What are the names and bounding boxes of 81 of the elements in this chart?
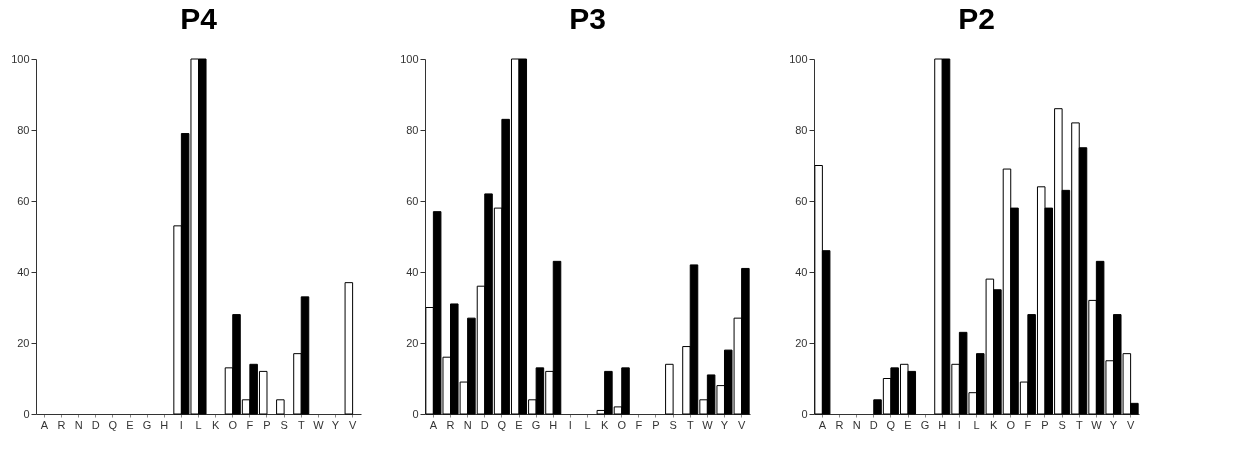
chart-title: P2	[958, 2, 995, 35]
y-tick-label: 80	[795, 123, 808, 136]
y-tick-label: 20	[795, 336, 808, 349]
x-tick-label: I	[957, 418, 961, 431]
x-tick-label: H	[938, 418, 947, 431]
bar	[276, 399, 285, 415]
x-tick-label: D	[91, 418, 100, 431]
x-tick-label: T	[686, 418, 694, 431]
x-tick-label: A	[40, 418, 49, 431]
y-tick-label: 80	[17, 123, 30, 136]
x-tick-label: Y	[331, 418, 340, 431]
x-tick-label: E	[904, 418, 912, 431]
x-tick-label: Q	[497, 418, 507, 431]
x-tick-label: V	[737, 418, 746, 431]
x-tick-label: D	[480, 418, 489, 431]
y-tick-label: 100	[789, 52, 808, 65]
x-tick-label: D	[869, 418, 878, 431]
bar	[344, 282, 354, 415]
x-tick-label: W	[702, 418, 714, 431]
y-tick-label: 100	[11, 52, 30, 65]
x-tick-label: F	[246, 418, 254, 431]
x-tick-label: S	[280, 418, 288, 431]
x-tick-label: O	[617, 418, 627, 431]
x-tick-label: N	[463, 418, 472, 431]
x-tick-label: S	[1058, 418, 1066, 431]
x-tick-label: H	[160, 418, 169, 431]
chart-title: P4	[180, 2, 218, 35]
y-tick-label: 20	[17, 336, 30, 349]
x-tick-label: T	[297, 418, 305, 431]
x-tick-label: P	[263, 418, 271, 431]
x-tick-label: G	[142, 418, 152, 431]
y-tick-label: 0	[801, 407, 808, 420]
x-tick-label: Q	[886, 418, 896, 431]
x-tick-label: F	[1024, 418, 1032, 431]
x-tick-label: P	[652, 418, 660, 431]
x-tick-label: I	[568, 418, 572, 431]
x-tick-label: F	[635, 418, 643, 431]
y-tick-label: 60	[795, 194, 808, 207]
x-tick-label: G	[531, 418, 541, 431]
x-tick-label: E	[515, 418, 523, 431]
x-tick-label: Y	[720, 418, 729, 431]
y-tick-label: 40	[17, 265, 30, 278]
bar	[665, 363, 674, 415]
x-tick-label: W	[313, 418, 325, 431]
x-tick-label: L	[973, 418, 980, 431]
x-tick-label: K	[600, 418, 609, 431]
y-tick-label: 60	[17, 194, 30, 207]
x-tick-label: A	[429, 418, 438, 431]
x-tick-label: A	[818, 418, 827, 431]
x-tick-label: Q	[108, 418, 118, 431]
x-tick-label: K	[989, 418, 998, 431]
x-tick-label: G	[920, 418, 930, 431]
x-tick-label: R	[446, 418, 455, 431]
x-tick-label: O	[1006, 418, 1016, 431]
x-tick-label: E	[126, 418, 134, 431]
x-tick-label: W	[1091, 418, 1103, 431]
x-tick-label: I	[179, 418, 183, 431]
chart-title: P3	[569, 2, 606, 35]
y-tick-label: 0	[23, 407, 30, 420]
x-tick-label: N	[852, 418, 861, 431]
x-tick-label: O	[228, 418, 238, 431]
y-tick-label: 40	[795, 265, 808, 278]
x-tick-label: N	[74, 418, 83, 431]
x-tick-label: L	[584, 418, 591, 431]
x-tick-label: P	[1041, 418, 1049, 431]
y-tick-label: 20	[406, 336, 419, 349]
x-tick-label: L	[195, 418, 202, 431]
x-tick-label: H	[549, 418, 558, 431]
x-tick-label: V	[1126, 418, 1135, 431]
y-tick-label: 60	[406, 194, 419, 207]
x-tick-label: R	[835, 418, 844, 431]
y-tick-label: 80	[406, 123, 419, 136]
x-tick-label: R	[57, 418, 66, 431]
x-tick-label: V	[348, 418, 357, 431]
x-tick-label: Y	[1109, 418, 1118, 431]
y-tick-label: 100	[400, 52, 419, 65]
x-tick-label: K	[211, 418, 220, 431]
x-tick-label: S	[669, 418, 677, 431]
y-tick-label: 0	[412, 407, 419, 420]
x-tick-label: T	[1075, 418, 1083, 431]
y-tick-label: 40	[406, 265, 419, 278]
